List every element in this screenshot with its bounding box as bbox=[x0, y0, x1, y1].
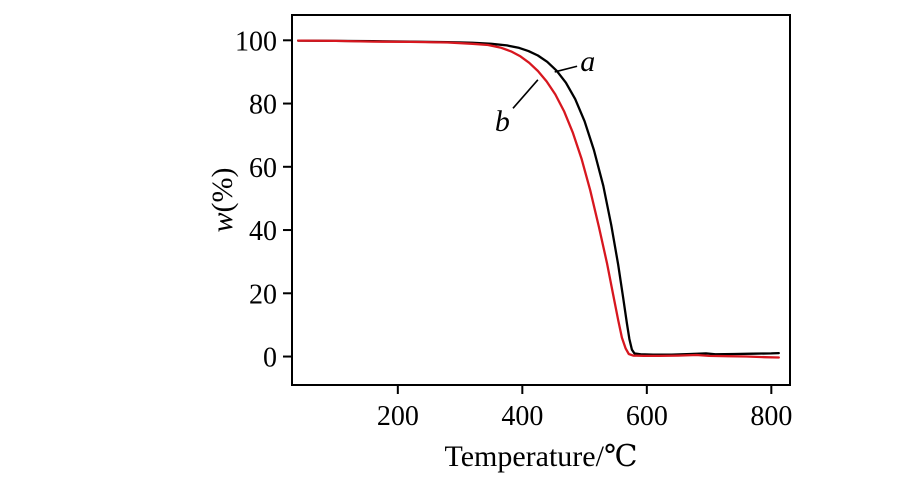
plot-border bbox=[291, 14, 791, 386]
y-tick-label: 20 bbox=[249, 279, 277, 310]
curve-annotations: ab bbox=[495, 45, 595, 138]
x-axis-label: Temperature/℃ bbox=[444, 440, 637, 473]
series-lines bbox=[297, 39, 780, 359]
y-tick-label: 40 bbox=[249, 216, 277, 247]
x-tick-label: 800 bbox=[750, 401, 792, 432]
y-tick-label: 80 bbox=[249, 90, 277, 121]
axis-ticks: 0 20 40 60 80 100 200 400 600 800 bbox=[235, 26, 792, 432]
curve-label-b: b bbox=[495, 105, 510, 138]
y-tick-label: 60 bbox=[249, 153, 277, 184]
y-axis-label-unit: (%) bbox=[206, 168, 239, 213]
curve-label-leader-a bbox=[554, 65, 578, 73]
y-axis-label: w(%) bbox=[206, 168, 239, 233]
x-tick-label: 600 bbox=[626, 401, 668, 432]
plot-frame bbox=[291, 14, 791, 386]
y-tick-label: 0 bbox=[263, 343, 277, 374]
x-tick-label: 200 bbox=[377, 401, 419, 432]
curve-label-a: a bbox=[580, 45, 595, 78]
y-axis-label-variable: w bbox=[206, 212, 239, 232]
y-tick-label: 100 bbox=[235, 26, 277, 57]
curve-a bbox=[297, 39, 780, 356]
curve-b bbox=[297, 39, 780, 359]
x-tick-label: 400 bbox=[501, 401, 543, 432]
curve-label-leader-b bbox=[512, 79, 539, 109]
